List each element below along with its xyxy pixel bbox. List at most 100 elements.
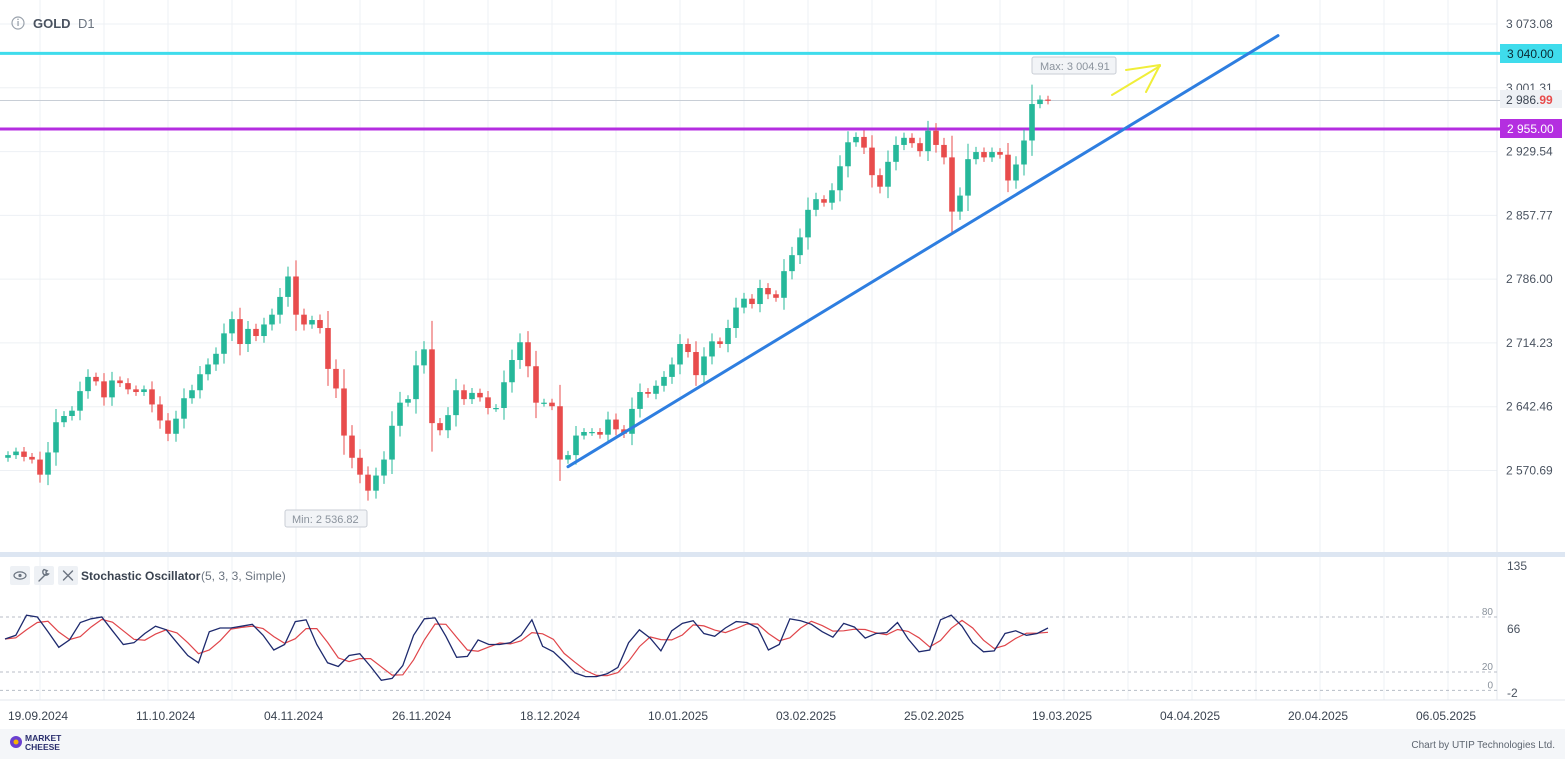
indicator-params: (5, 3, 3, Simple) [201, 569, 286, 583]
candle-body [997, 152, 1003, 155]
candle-body [701, 356, 707, 376]
candle-body [869, 147, 875, 176]
candle-body [197, 374, 203, 391]
candle-body [933, 130, 939, 145]
max-tooltip: Max: 3 004.91 [1031, 56, 1117, 75]
price-tick-label: 2 786.00 [1506, 272, 1553, 286]
brand-line2: CHEESE [25, 742, 60, 752]
date-tick-label: 04.11.2024 [264, 709, 323, 723]
candle-body [477, 392, 483, 398]
candle-body [165, 420, 171, 434]
candle-body [805, 209, 811, 238]
candle-body [229, 319, 235, 334]
candle-body [525, 342, 531, 367]
candle-body [581, 432, 587, 436]
candle-body [565, 455, 571, 460]
pane-divider[interactable] [0, 552, 1565, 557]
candle-body [309, 320, 315, 325]
timeframe-label[interactable]: D1 [78, 16, 95, 31]
brand-logo-dot [13, 739, 19, 745]
date-tick-label: 10.01.2025 [648, 709, 708, 723]
candle-body [781, 271, 787, 298]
info-icon-dot [17, 18, 19, 21]
date-tick-label: 20.04.2025 [1288, 709, 1348, 723]
current-price-badge: 2 986.99 [1500, 90, 1562, 108]
candle-body [325, 328, 331, 369]
candle-body [341, 388, 347, 436]
date-tick-label: 11.10.2024 [136, 709, 195, 723]
indicator-header: Stochastic Oscillator (5, 3, 3, Simple) [10, 566, 286, 585]
stoch-levels: 80 20 0 [0, 607, 1497, 691]
candle-body [509, 360, 515, 383]
candle-body [693, 352, 699, 376]
eye-icon [13, 571, 27, 580]
candle-body [853, 136, 859, 143]
price-tick-label: 2 714.23 [1506, 336, 1553, 350]
date-tick-label: 19.09.2024 [8, 709, 68, 723]
close-icon [62, 570, 74, 581]
price-tick-label: 2 642.46 [1506, 400, 1553, 414]
candle-body [397, 402, 403, 426]
candle-body [517, 342, 523, 361]
price-tick-label: 2 857.77 [1506, 208, 1553, 222]
candle-body [541, 402, 547, 404]
candle-body [237, 319, 243, 345]
candle-body [765, 288, 771, 295]
arrow-annotation[interactable] [1111, 64, 1161, 96]
candle-body [789, 255, 795, 272]
candle-body [717, 341, 723, 345]
candle-body [405, 399, 411, 403]
date-tick-label: 04.04.2025 [1160, 709, 1220, 723]
credit-text: Chart by UTIP Technologies Ltd. [1411, 740, 1555, 751]
candle-body [685, 344, 691, 353]
candle-body [669, 364, 675, 377]
candle-body [773, 294, 779, 298]
candle-body [813, 199, 819, 210]
wrench-icon [38, 568, 50, 582]
min-tooltip-box [284, 509, 368, 528]
price-tick-label: 2 929.54 [1506, 145, 1553, 159]
candle-body [445, 415, 451, 431]
candle-body [317, 320, 323, 329]
candle-body [53, 422, 59, 453]
candle-body [845, 142, 851, 167]
candle-body [861, 136, 867, 148]
candle-body [1037, 99, 1043, 105]
level-low-label: 2 955.00 [1507, 122, 1554, 136]
indicator-name: Stochastic Oscillator [81, 569, 201, 583]
candle-body [365, 474, 371, 491]
date-tick-label: 25.02.2025 [904, 709, 964, 723]
candle-body [413, 365, 419, 400]
candle-body [637, 392, 643, 409]
candle-body [589, 432, 595, 434]
brand-line1: MARKET [25, 733, 62, 743]
candle-body [1029, 104, 1035, 141]
candle-body [741, 298, 747, 308]
candle-body [101, 381, 107, 398]
candle-body [261, 324, 267, 337]
candle-body [149, 389, 155, 405]
trendline[interactable] [566, 34, 1280, 469]
candle-body [157, 404, 163, 421]
stoch-tick-label: -2 [1507, 686, 1518, 700]
info-icon[interactable] [11, 16, 25, 30]
candle-body [837, 166, 843, 191]
max-label: Max: 3 004.91 [1040, 61, 1110, 73]
stoch-level-label: 0 [1487, 680, 1493, 691]
eye-icon-pupil [18, 573, 22, 578]
date-axis[interactable]: 19.09.2024 11.10.2024 04.11.2024 26.11.2024… [8, 709, 1476, 723]
candle-body [989, 152, 995, 158]
max-tooltip-box [1031, 56, 1117, 75]
candle-body [141, 389, 147, 393]
stoch-level-label: 80 [1482, 607, 1494, 618]
candle-body [301, 314, 307, 325]
date-tick-label: 03.02.2025 [776, 709, 836, 723]
footer-bar [0, 729, 1565, 759]
candle-body [653, 385, 659, 394]
candle-body [373, 475, 379, 491]
candle-body [725, 328, 731, 345]
price-tick-label: 3 073.08 [1506, 17, 1553, 31]
